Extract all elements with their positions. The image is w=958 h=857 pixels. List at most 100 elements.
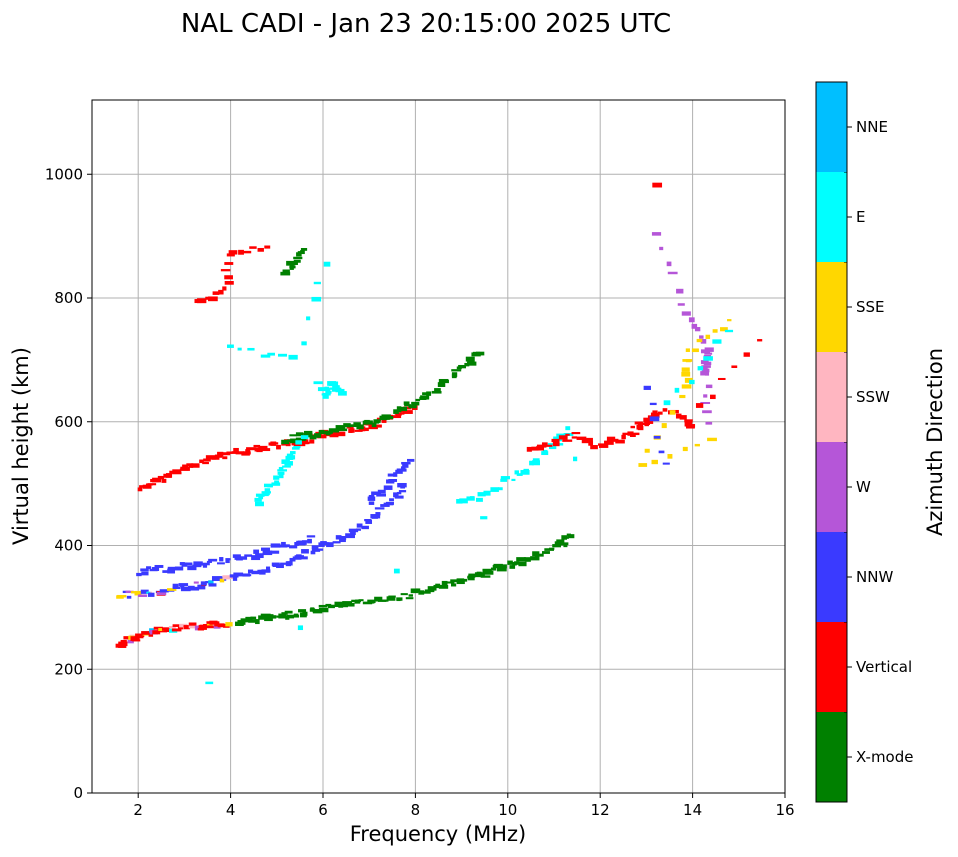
echo-mark <box>681 371 691 377</box>
echo-mark <box>185 562 193 566</box>
echo-mark <box>561 542 569 546</box>
echo-mark <box>343 423 351 428</box>
echo-mark <box>332 429 340 433</box>
echo-mark <box>700 339 707 344</box>
echo-mark <box>226 253 235 257</box>
y-tick-label: 800 <box>54 289 83 307</box>
echo-mark <box>563 543 568 548</box>
echo-mark <box>193 561 203 566</box>
y-axis-ticks: 0 200 400 600 800 1000 <box>45 165 92 802</box>
plot-area <box>92 100 785 793</box>
x-tick-label: 12 <box>591 801 610 819</box>
echo-mark <box>388 479 398 482</box>
echo-mark <box>298 556 308 560</box>
echo-mark <box>705 384 713 389</box>
echo-mark <box>418 590 425 595</box>
echo-mark <box>408 594 413 597</box>
echo-mark <box>704 373 710 376</box>
colorbar-tick-label: NNE <box>856 118 888 136</box>
echo-mark <box>381 414 391 419</box>
echo-mark <box>644 422 649 427</box>
echo-mark <box>194 625 202 631</box>
echo-mark <box>356 424 364 430</box>
y-axis-label: Virtual height (km) <box>9 347 33 545</box>
echo-mark <box>408 405 417 409</box>
echo-mark <box>318 548 324 551</box>
echo-mark <box>542 449 548 454</box>
echo-mark <box>534 553 544 557</box>
echo-mark <box>464 362 470 367</box>
echo-mark <box>261 491 271 494</box>
echo-mark <box>502 564 507 569</box>
echo-mark <box>293 446 301 449</box>
echo-mark <box>126 595 132 599</box>
echo-mark <box>345 602 355 607</box>
echo-mark <box>318 607 329 613</box>
echo-mark <box>205 625 215 629</box>
echo-mark <box>411 401 420 406</box>
echo-mark <box>667 271 678 275</box>
echo-mark <box>630 425 635 429</box>
echo-mark <box>697 366 704 371</box>
echo-mark <box>273 442 279 445</box>
echo-mark <box>217 576 227 581</box>
echo-mark <box>193 581 199 584</box>
echo-mark <box>514 470 519 475</box>
echo-mark <box>286 614 295 619</box>
colorbar-segment <box>816 262 847 352</box>
echo-mark <box>127 639 134 644</box>
echo-mark <box>682 446 688 452</box>
echo-mark <box>312 611 323 614</box>
echo-mark <box>662 462 670 465</box>
echo-mark <box>571 432 581 435</box>
echo-mark <box>689 379 695 385</box>
echo-mark <box>300 435 309 440</box>
colorbar-segment <box>816 352 847 442</box>
echo-mark <box>200 581 207 586</box>
echo-mark <box>526 446 532 452</box>
echo-mark <box>298 441 306 447</box>
colorbar-frame <box>815 81 848 803</box>
echo-mark <box>507 560 513 565</box>
echo-mark <box>345 533 355 539</box>
echo-mark <box>253 549 260 554</box>
echo-mark <box>167 588 177 591</box>
echo-mark <box>277 469 288 472</box>
echo-mark <box>400 593 408 596</box>
echo-mark <box>248 619 258 623</box>
colorbar-tick-label: SSE <box>856 298 885 316</box>
echo-mark <box>694 443 700 447</box>
echo-mark <box>433 584 443 588</box>
echo-mark <box>374 507 385 510</box>
echo-mark <box>480 575 491 578</box>
echo-mark <box>283 544 290 548</box>
echo-mark <box>314 433 322 438</box>
echo-mark <box>606 436 616 442</box>
echo-mark <box>604 440 614 445</box>
echo-mark <box>264 245 271 249</box>
echo-mark <box>420 395 430 400</box>
echo-mark <box>327 381 337 386</box>
echo-mark <box>328 430 333 434</box>
echo-mark <box>281 459 290 464</box>
echo-mark <box>323 261 331 267</box>
echo-mark <box>270 543 281 548</box>
echo-mark <box>381 599 389 602</box>
echo-mark <box>255 493 265 497</box>
echo-mark <box>306 316 311 321</box>
echo-mark <box>329 432 339 438</box>
echo-mark <box>474 572 485 578</box>
echo-mark <box>277 353 288 357</box>
echo-mark <box>370 514 381 519</box>
echo-mark <box>702 410 712 414</box>
echo-mark <box>407 458 415 462</box>
echo-mark <box>371 491 381 495</box>
echo-mark <box>156 591 167 596</box>
echo-mark <box>634 421 643 425</box>
x-axis-ticks: 2 4 6 8 10 12 14 16 <box>133 793 795 819</box>
echo-mark <box>562 536 569 539</box>
echo-mark <box>679 394 686 399</box>
echo-mark <box>480 516 488 520</box>
echo-mark <box>342 601 352 605</box>
